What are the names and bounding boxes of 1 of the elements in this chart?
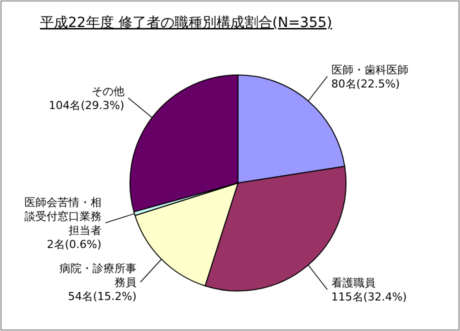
title: 平成22年度 修了者の職種別構成割合(N=355) bbox=[40, 15, 332, 31]
